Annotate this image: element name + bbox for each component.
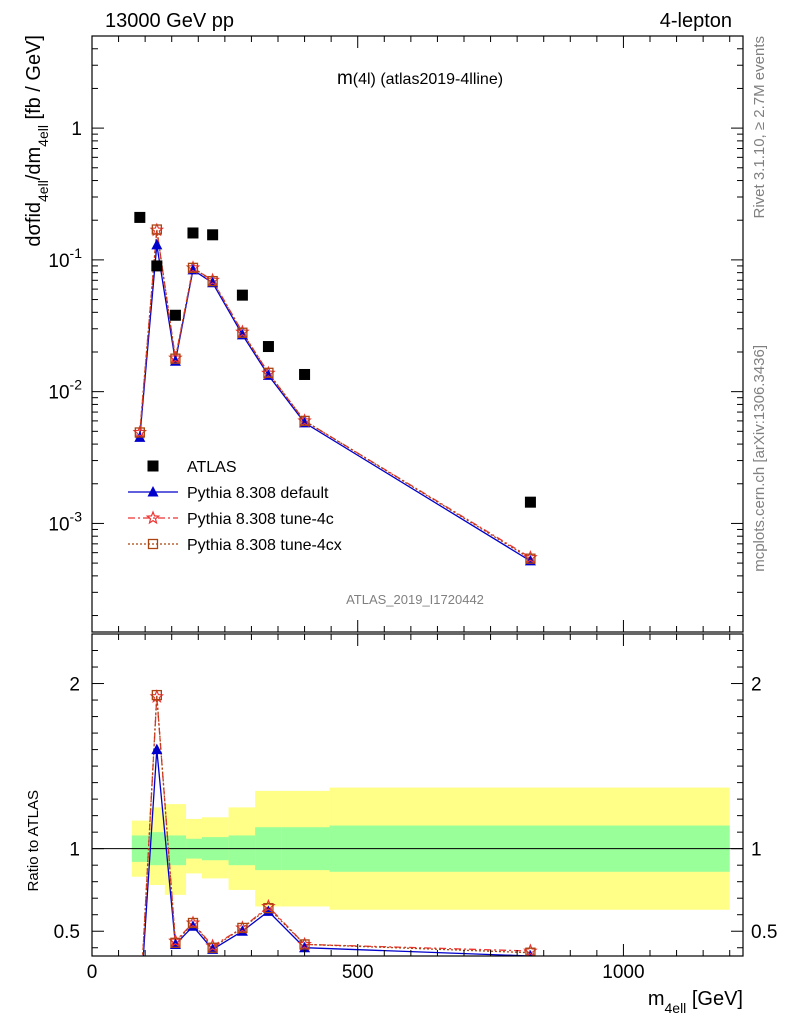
mcplots-label: mcplots.cern.ch [arXiv:1306.3436] [751,345,768,572]
header-right-label: 4-lepton [660,10,732,32]
ratio-plot-frame [91,633,744,957]
data-point [134,211,146,223]
top-panel: 1 10-1 10-2 10-3 [48,35,744,633]
ratio-line [142,696,531,956]
y-tick-label: 1 [69,840,80,861]
legend-marker [147,486,159,497]
legend-marker [145,510,161,525]
ratio-point [207,942,218,953]
series-line [139,229,531,560]
ratio-point [170,937,181,948]
legend-label: Pythia 8.308 default [187,485,329,502]
data-point [207,275,218,287]
data-point [187,262,199,274]
top-y-axis-label: dσfid4ell/dm4ell [fb / GeV] [23,35,51,247]
ratio-point [263,902,274,914]
data-point [237,327,248,338]
legend-marker [147,538,159,550]
ratio-point [299,939,310,950]
data-point [151,224,162,235]
legend-label: Pythia 8.308 tune-4c [187,511,334,528]
data-point [236,289,248,301]
uncertainty-band-inner [164,835,187,866]
data-point [207,229,219,241]
x-tick-label: 500 [342,962,374,983]
ratio-point [525,947,536,956]
data-point [263,367,274,378]
data-point [299,415,310,427]
legend-marker [147,460,159,472]
y-tick-label: 10-3 [48,508,82,535]
x-tick-label: 1000 [602,962,644,983]
y-tick-label: 10-2 [48,377,82,404]
y-tick-label: 2 [69,675,80,696]
legend: ATLAS Pythia 8.308 default Pythia 8.308 tu… [128,459,342,554]
ratio-point [237,922,248,934]
analysis-watermark: ATLAS_2019_I1720442 [346,592,484,607]
y-tick-label-right: 1 [751,840,762,861]
data-point [525,553,536,564]
ratio-series-group [142,689,538,956]
ratio-y-axis-label: Ratio to ATLAS [25,790,42,891]
data-point [262,341,274,353]
y-tick-label: 1 [71,119,82,140]
top-plot-frame [91,35,744,633]
data-point [134,427,145,438]
data-point [151,260,163,272]
series-line [139,230,531,559]
data-point [299,368,311,380]
uncertainty-band-inner [228,835,256,866]
rivet-label: Rivet 3.1.10, ≥ 2.7M events [751,36,768,219]
x-tick-label: 0 [87,962,98,983]
plot-title: m(4l) (atlas2019-4lline) [337,68,503,89]
y-tick-label: 10-1 [48,245,82,272]
header-left-label: 13000 GeV pp [105,10,234,32]
legend-label: Pythia 8.308 tune-4cx [187,537,342,554]
ratio-point [151,743,163,755]
y-tick-label-right: 0.5 [751,922,777,943]
data-point [151,238,163,250]
data-point [524,496,536,508]
y-tick-label: 0.5 [54,922,80,943]
y-tick-label-right: 2 [751,675,762,696]
ratio-point [187,917,199,929]
data-point [170,353,181,364]
ratio-panel: 0 500 1000 0.5 0.5 1 1 2 2 [54,633,777,983]
data-point [169,309,181,321]
x-axis-label: m4ell [GeV] [648,988,743,1016]
ratio-point [151,689,162,701]
legend-label: ATLAS [187,459,237,476]
data-point [187,227,199,239]
ratio-point [262,905,274,916]
